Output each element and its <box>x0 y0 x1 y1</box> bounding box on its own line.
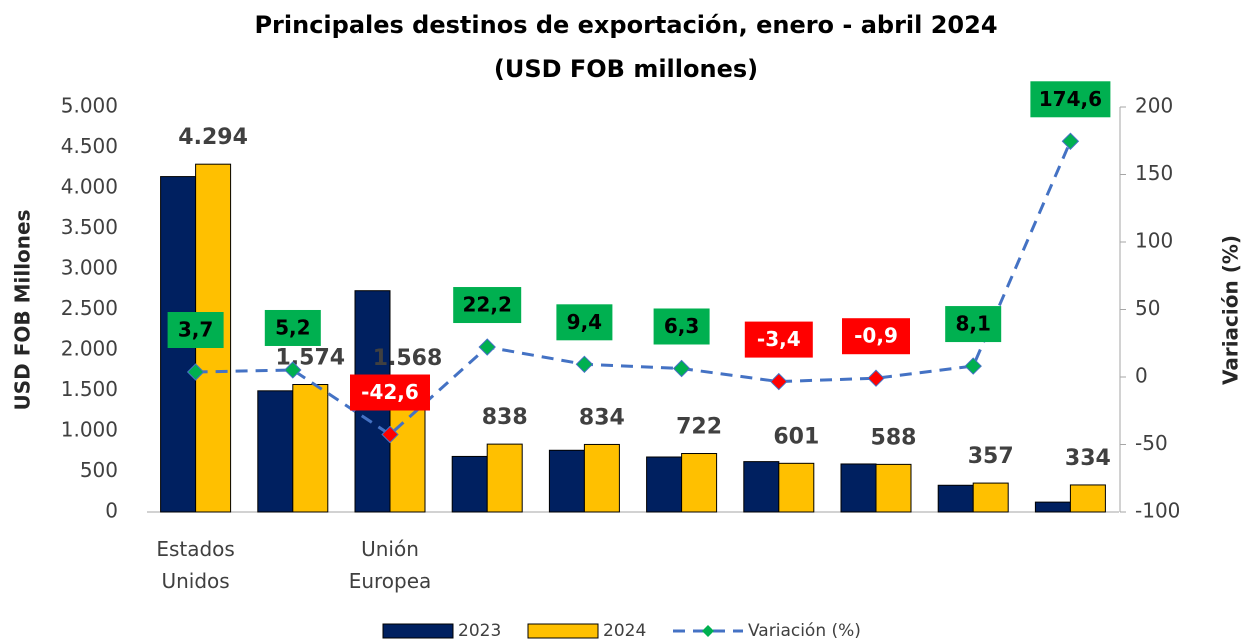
legend-label: Variación (%) <box>748 621 861 641</box>
variation-label-text: 22,2 <box>463 293 512 317</box>
legend-swatch <box>382 623 454 639</box>
variation-label: 6,3 <box>653 308 710 345</box>
data-label: 588 <box>871 425 917 450</box>
data-label: 1.568 <box>373 346 443 371</box>
variation-label: -42,6 <box>350 374 430 411</box>
variation-marker <box>381 425 399 444</box>
y2-tick-label: 100 <box>1135 229 1173 253</box>
data-label: 722 <box>676 415 722 440</box>
bar <box>681 453 718 513</box>
variation-label-box <box>453 287 522 324</box>
y-tick-label: 3.000 <box>61 256 118 280</box>
data-label: 1.574 <box>276 346 346 371</box>
y-tick-label: 5.000 <box>61 94 118 118</box>
variation-label-box <box>556 304 613 341</box>
y-tick-label: 0 <box>105 499 118 523</box>
variation-label-box <box>945 306 1002 343</box>
y2-tick-label: -100 <box>1135 499 1180 523</box>
y-tick-label: 4.500 <box>61 134 118 158</box>
variation-label-box <box>744 321 813 358</box>
variation-label-text: -3,4 <box>757 327 801 351</box>
y-tick-label: 2.000 <box>61 337 118 361</box>
variation-label-box <box>167 312 224 349</box>
legend-swatch <box>527 623 599 639</box>
variation-marker <box>1061 132 1080 150</box>
y2-tick-label: 0 <box>1135 364 1148 388</box>
bar <box>646 456 683 513</box>
variation-marker <box>867 369 885 387</box>
data-label: 4.294 <box>178 125 248 150</box>
y2-axis-title: Variación (%) <box>1219 235 1243 385</box>
variation-line <box>195 140 1072 437</box>
bar <box>548 449 585 513</box>
bar <box>840 463 877 513</box>
data-label: 838 <box>482 405 528 430</box>
y-tick-label: 1.000 <box>61 418 118 442</box>
variation-label: 9,4 <box>556 304 613 341</box>
y-tick-label: 1.500 <box>61 377 118 401</box>
variation-label-box <box>264 309 321 346</box>
bar <box>451 455 488 513</box>
variation-label: 8,1 <box>945 306 1002 343</box>
y-tick-label: 2.500 <box>61 296 118 320</box>
variation-label-text: 3,7 <box>178 318 213 342</box>
variation-label-text: 174,6 <box>1039 87 1102 111</box>
variation-marker <box>770 372 788 391</box>
legend-label: 2024 <box>603 621 646 641</box>
bar <box>778 462 815 513</box>
y2-tick-label: 150 <box>1135 161 1173 185</box>
legend-label: 2023 <box>458 621 501 641</box>
bar <box>743 461 780 513</box>
variation-label-text: 9,4 <box>567 310 602 334</box>
variation-label-box <box>1030 81 1111 118</box>
y-tick-label: 4.000 <box>61 175 118 199</box>
legend-marker <box>702 625 714 637</box>
chart-title: Principales destinos de exportación, ene… <box>254 11 997 39</box>
variation-label: -3,4 <box>744 321 813 358</box>
variation-label-box <box>350 374 430 411</box>
y2-tick-label: -50 <box>1135 431 1168 455</box>
data-label: 334 <box>1065 446 1111 471</box>
x-tick-label: Estados Unidos <box>156 537 235 593</box>
y-tick-label: 3.500 <box>61 215 118 239</box>
data-label: 834 <box>579 405 625 430</box>
bar <box>875 463 912 513</box>
y2-tick-label: 50 <box>1135 296 1160 320</box>
variation-label-box <box>653 308 710 345</box>
variation-label: 174,6 <box>1030 81 1111 118</box>
bar <box>1069 484 1106 513</box>
variation-label-text: -0,9 <box>854 324 898 348</box>
variation-label-text: -42,6 <box>361 380 419 404</box>
bar <box>1034 501 1071 513</box>
variation-marker <box>672 359 691 378</box>
bar <box>583 443 620 513</box>
variation-marker <box>186 363 205 381</box>
chart-subtitle: (USD FOB millones) <box>494 55 758 83</box>
variation-label-box <box>842 318 910 355</box>
variation-label: 5,2 <box>264 309 321 346</box>
variation-marker <box>284 361 302 379</box>
variation-marker <box>964 357 982 375</box>
bar <box>257 390 294 513</box>
data-label: 601 <box>773 424 819 449</box>
y-axis-title: USD FOB Millones <box>11 210 35 411</box>
data-label: 357 <box>968 444 1014 469</box>
variation-label-text: 6,3 <box>664 314 699 338</box>
bar <box>486 443 523 513</box>
y-tick-label: 500 <box>80 458 118 482</box>
variation-label: -0,9 <box>842 318 910 355</box>
bar <box>972 482 1009 513</box>
variation-label-text: 5,2 <box>275 315 310 339</box>
variation-marker <box>478 338 496 356</box>
variation-label: 22,2 <box>453 287 522 324</box>
variation-label-text: 8,1 <box>955 312 990 336</box>
variation-marker <box>575 355 594 374</box>
variation-label: 3,7 <box>167 312 224 349</box>
x-tick-label: Unión Europea <box>349 537 432 593</box>
bar <box>937 484 974 513</box>
y2-tick-label: 200 <box>1135 94 1173 118</box>
bar <box>292 384 329 513</box>
